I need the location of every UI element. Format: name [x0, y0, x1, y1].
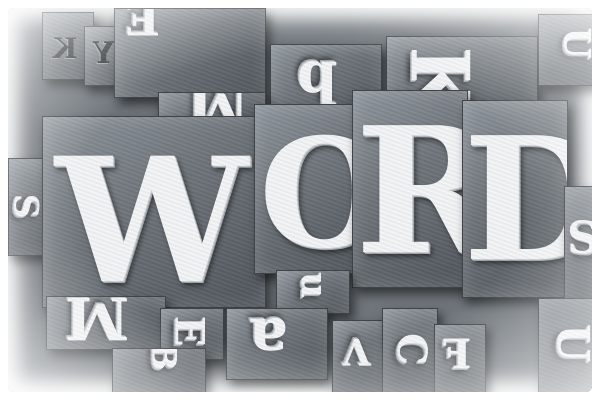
type-block-d: D — [462, 100, 568, 298]
type-block-bottom-right: U — [538, 298, 592, 392]
letter-d-main: D — [463, 115, 567, 285]
type-block-w: W — [42, 116, 266, 308]
letter-m-bottom: M — [65, 296, 130, 350]
letter-o-main: O — [259, 119, 359, 269]
letter-u-right: U — [556, 27, 592, 58]
type-block-r: R — [352, 90, 468, 288]
type-block-bottom-a: a — [226, 308, 328, 380]
letter-u-bottom-right: U — [547, 324, 592, 362]
letter-e-top: E — [125, 8, 161, 45]
type-block-bottom-v: V — [332, 320, 386, 392]
letter-v-bottom: V — [343, 330, 371, 372]
type-block-o: O — [254, 104, 360, 274]
type-block-bottom-f: F — [434, 324, 486, 392]
letter-y: Y — [93, 36, 115, 71]
letter-e-bottom: E — [165, 315, 213, 347]
type-block-bottom-m: M — [46, 296, 166, 350]
type-block-top-right: U — [538, 14, 592, 86]
letter-a-bottom: a — [249, 308, 288, 374]
letter-b-top: b — [297, 48, 338, 116]
letter-r-main: R — [355, 105, 467, 279]
type-block-bottom-b: B — [112, 348, 206, 392]
type-block-right-edge: S — [564, 186, 592, 308]
letter-s-left: S — [8, 193, 46, 219]
type-block-top-e: E — [114, 8, 266, 98]
letter-f-bottom: F — [443, 331, 472, 378]
letter-b-bottom: B — [143, 348, 184, 371]
letter-w-main: W — [55, 119, 249, 308]
type-block-bottom-c: C — [382, 308, 438, 392]
letter-s-right: S — [567, 217, 592, 261]
letterpress-photo: K Y E b K U M S W O R D S M E B — [8, 8, 592, 392]
letter-c-bottom: C — [387, 333, 435, 365]
letter-u-bottom: u — [293, 271, 336, 299]
letter-k-small: K — [53, 32, 78, 65]
